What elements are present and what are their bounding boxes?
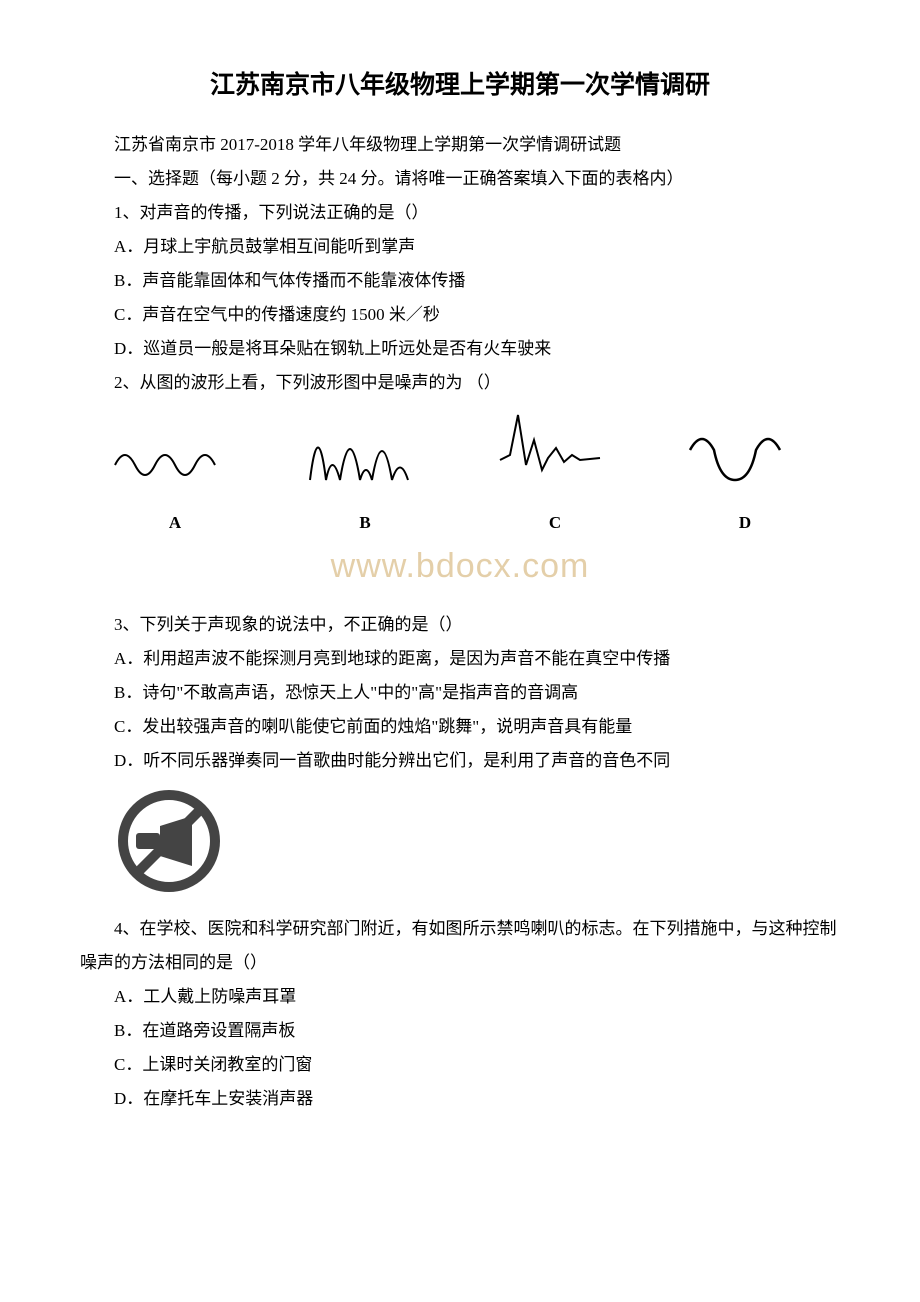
waveform-c-icon [490,410,620,490]
section-1-header: 一、选择题（每小题 2 分，共 24 分。请将唯一正确答案填入下面的表格内） [80,162,840,196]
subtitle: 江苏省南京市 2017-2018 学年八年级物理上学期第一次学情调研试题 [80,128,840,162]
page-title: 江苏南京市八年级物理上学期第一次学情调研 [80,60,840,110]
q1-option-a: A．月球上宇航员鼓掌相互间能听到掌声 [80,230,840,264]
no-horn-icon [114,786,224,896]
q2-stem: 2、从图的波形上看，下列波形图中是噪声的为 （） [80,366,840,400]
q1-option-b: B．声音能靠固体和气体传播而不能靠液体传播 [80,264,840,298]
waveform-a: A [110,430,240,540]
waveform-d-label: D [680,506,810,540]
waveform-d: D [680,420,810,540]
q3-stem: 3、下列关于声现象的说法中，不正确的是（） [80,608,840,642]
waveform-row: A B C D [80,410,840,540]
q1-stem: 1、对声音的传播，下列说法正确的是（） [80,196,840,230]
q1-option-c: C．声音在空气中的传播速度约 1500 米／秒 [80,298,840,332]
waveform-a-icon [110,430,240,490]
q3-option-d: D．听不同乐器弹奏同一首歌曲时能分辨出它们，是利用了声音的音色不同 [80,744,840,778]
q1-option-d: D．巡道员一般是将耳朵贴在钢轨上听远处是否有火车驶来 [80,332,840,366]
waveform-b-icon [300,410,430,490]
q4-option-d: D．在摩托车上安装消声器 [80,1082,840,1116]
q4-option-a: A．工人戴上防噪声耳罩 [80,980,840,1014]
waveform-a-label: A [110,506,240,540]
watermark: www.bdocx.com [80,532,840,600]
q3-option-b: B．诗句"不敢高声语，恐惊天上人"中的"高"是指声音的音调高 [80,676,840,710]
waveform-d-icon [680,420,810,490]
waveform-c: C [490,410,620,540]
waveform-b: B [300,410,430,540]
q4-option-b: B．在道路旁设置隔声板 [80,1014,840,1048]
q4-stem: 4、在学校、医院和科学研究部门附近，有如图所示禁鸣喇叭的标志。在下列措施中，与这… [80,912,840,980]
q4-option-c: C．上课时关闭教室的门窗 [80,1048,840,1082]
no-horn-sign [114,786,840,908]
q3-option-a: A．利用超声波不能探测月亮到地球的距离，是因为声音不能在真空中传播 [80,642,840,676]
q3-option-c: C．发出较强声音的喇叭能使它前面的烛焰"跳舞"，说明声音具有能量 [80,710,840,744]
